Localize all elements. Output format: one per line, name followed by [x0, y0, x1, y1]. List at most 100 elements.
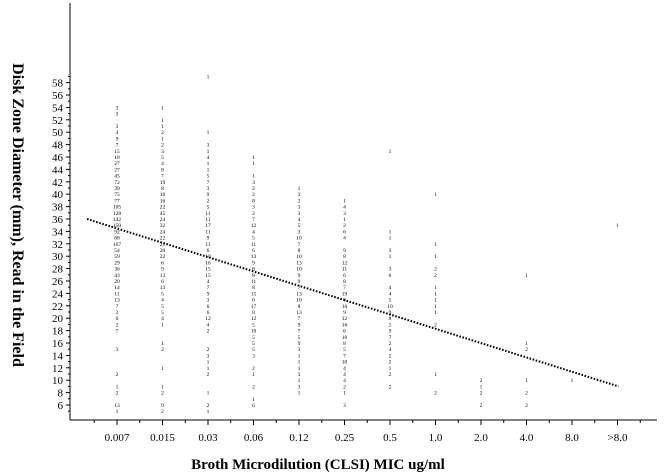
cell-count: 4 [389, 291, 392, 297]
cell-count: 6 [252, 403, 255, 409]
cell-count: 92 [114, 229, 120, 235]
cell-count: 21 [160, 242, 166, 248]
cell-count: 10 [342, 360, 348, 366]
cell-count: 7 [207, 285, 210, 291]
cell-count: 1 [252, 155, 255, 161]
cell-count: 1 [252, 397, 255, 403]
cell-count: 2 [252, 192, 255, 198]
cell-count: 1 [434, 242, 437, 248]
cell-count: 1 [525, 273, 528, 279]
regression-line [86, 218, 619, 388]
cell-count: 1 [616, 223, 619, 229]
cell-count: 2 [252, 384, 255, 390]
cell-count: 3 [298, 347, 301, 353]
cell-count: 27 [114, 161, 120, 167]
y-tick-label: 36 [52, 214, 64, 226]
cell-count: 2 [116, 391, 119, 397]
cell-count: 32 [160, 223, 166, 229]
cell-count: 4 [207, 279, 210, 285]
cell-count: 2 [252, 211, 255, 217]
cell-count: 11 [205, 229, 211, 235]
cell-count: 1 [161, 384, 164, 390]
cell-count: 1 [161, 136, 164, 142]
cell-count: 1 [434, 254, 437, 260]
cell-count: 8 [252, 273, 255, 279]
cell-count: 5 [161, 291, 164, 297]
cell-count: 12 [205, 316, 211, 322]
cell-count: 10 [387, 304, 393, 310]
cell-count: 1 [480, 384, 483, 390]
cell-count: 4 [343, 205, 346, 211]
cell-count: 16 [205, 260, 211, 266]
cell-count: 3 [207, 353, 210, 359]
cell-count: 72 [114, 180, 120, 186]
cell-count: 13 [296, 291, 302, 297]
cell-count: 2 [389, 360, 392, 366]
cell-count: 2 [434, 273, 437, 279]
cell-count: 43 [114, 273, 120, 279]
cell-count: 3 [207, 143, 210, 149]
cell-count: 7 [298, 285, 301, 291]
cell-count: 7 [389, 335, 392, 341]
cell-count: 20 [114, 279, 120, 285]
cell-count: 6 [343, 229, 346, 235]
cell-count: 5 [161, 310, 164, 316]
cell-count: 11 [251, 242, 257, 248]
cell-count: 18 [114, 155, 120, 161]
cell-count: 10 [296, 267, 302, 273]
cell-count: 8 [252, 267, 255, 273]
cell-count: 8 [252, 310, 255, 316]
cell-count: 7 [298, 242, 301, 248]
cell-count: 1 [161, 105, 164, 111]
cell-count: 4 [161, 161, 164, 167]
cell-count: 3 [207, 298, 210, 304]
x-tick-label: 0.25 [335, 432, 355, 444]
cell-count: 5 [252, 322, 255, 328]
cell-count: 7 [252, 217, 255, 223]
x-tick-label: 1.0 [429, 432, 443, 444]
cell-count: 2 [207, 403, 210, 409]
cell-count: 1 [252, 174, 255, 180]
cell-count: 5 [207, 174, 210, 180]
cell-count: 13 [251, 254, 257, 260]
cell-count: 1 [389, 236, 392, 242]
cell-count: 11 [114, 291, 120, 297]
cell-count: 68 [114, 236, 120, 242]
cell-count: 6 [207, 310, 210, 316]
cell-count: 45 [114, 174, 120, 180]
cell-count: 9 [389, 310, 392, 316]
cell-count: 2 [161, 409, 164, 415]
cell-count: 8 [252, 285, 255, 291]
y-tick-label: 30 [52, 251, 64, 263]
cell-count: 2 [343, 223, 346, 229]
cell-count: 4 [343, 366, 346, 372]
y-tick-label: 24 [52, 288, 64, 300]
cell-count: 5 [343, 347, 346, 353]
cell-count: 5 [252, 347, 255, 353]
cell-count: 2 [480, 403, 483, 409]
cell-count: 8 [343, 341, 346, 347]
cell-count: 1 [207, 74, 210, 80]
cell-count: 1 [207, 391, 210, 397]
cell-count: 1 [389, 149, 392, 155]
cell-count: 5 [389, 298, 392, 304]
cell-count: 3 [116, 105, 119, 111]
cell-count: 13 [114, 298, 120, 304]
cell-count: 2 [116, 372, 119, 378]
y-tick-label: 10 [52, 375, 64, 387]
cell-count: 1 [298, 186, 301, 192]
cell-count: 2 [434, 267, 437, 273]
cell-count: 22 [160, 236, 166, 242]
cell-count: 4 [207, 322, 210, 328]
cell-count: 6 [207, 304, 210, 310]
cell-count: 20 [160, 248, 166, 254]
y-tick-label: 28 [52, 264, 64, 276]
cell-count: 6 [252, 298, 255, 304]
cell-count: 13 [114, 403, 120, 409]
cell-count: 3 [298, 384, 301, 390]
cell-count: 1 [343, 391, 346, 397]
cell-count: 2 [525, 347, 528, 353]
x-tick-label: >8.0 [608, 432, 628, 444]
cell-count: 1 [161, 124, 164, 130]
cell-count: 1 [298, 391, 301, 397]
